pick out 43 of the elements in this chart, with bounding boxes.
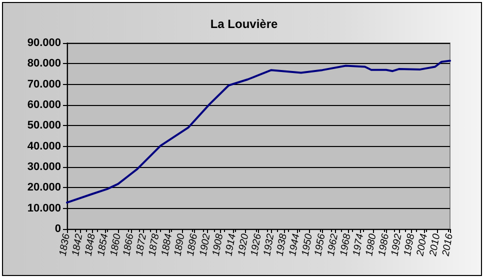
x-tick-label: 2010: [428, 232, 443, 258]
y-tick-label: 60.000: [27, 99, 61, 111]
x-tick-label: 1884: [160, 232, 175, 257]
x-tick-label: 1926: [249, 232, 264, 257]
line-series: [66, 60, 451, 204]
x-tick-label: 1836: [58, 232, 72, 257]
x-tick-label: 2016: [440, 232, 456, 258]
x-tick-label: 1860: [108, 232, 124, 257]
x-tick-label: 1956: [313, 232, 328, 257]
x-tick-label: 1842: [70, 232, 86, 257]
x-tick-label: 1902: [198, 232, 213, 257]
x-tick-label: 1848: [83, 232, 98, 257]
x-tick-label: 1878: [147, 232, 162, 257]
x-tick-label: 1986: [376, 232, 392, 257]
x-tick-label: 1974: [351, 232, 366, 257]
x-tick-label: 1962: [326, 232, 341, 257]
x-tick-label: 1944: [288, 232, 302, 257]
x-tick-label: 1950: [300, 232, 316, 257]
x-tick-label: 1872: [134, 232, 150, 257]
y-tick-label: 70.000: [27, 78, 61, 90]
y-tick-label: 10.000: [27, 202, 61, 214]
y-tick-label: 0: [54, 223, 61, 235]
x-tick-label: 1932: [262, 232, 277, 257]
y-tick-label: 20.000: [27, 182, 61, 194]
x-tick-label: 1854: [96, 232, 111, 257]
y-tick-label: 50.000: [27, 120, 61, 132]
x-tick-label: 1914: [224, 232, 238, 257]
x-tick-label: 1938: [274, 232, 290, 257]
y-tick-label: 90.000: [27, 37, 61, 49]
chart-title: La Louvière: [210, 17, 278, 31]
x-tick-label: 1980: [364, 232, 379, 257]
x-tick-label: 1920: [236, 232, 252, 257]
x-tick-label: 2004: [415, 232, 430, 258]
y-tick-label: 80.000: [27, 58, 61, 70]
x-tick-label: 1968: [338, 232, 354, 257]
y-tick-label: 30.000: [27, 161, 61, 173]
y-tick-label: 40.000: [27, 140, 61, 152]
x-tick-label: 1998: [402, 232, 418, 257]
x-tick-label: 1908: [210, 232, 226, 257]
x-tick-label: 1866: [122, 232, 136, 257]
x-tick-label: 1896: [185, 232, 200, 257]
x-tick-label: 1992: [390, 232, 404, 257]
x-tick-label: 1890: [172, 232, 188, 257]
